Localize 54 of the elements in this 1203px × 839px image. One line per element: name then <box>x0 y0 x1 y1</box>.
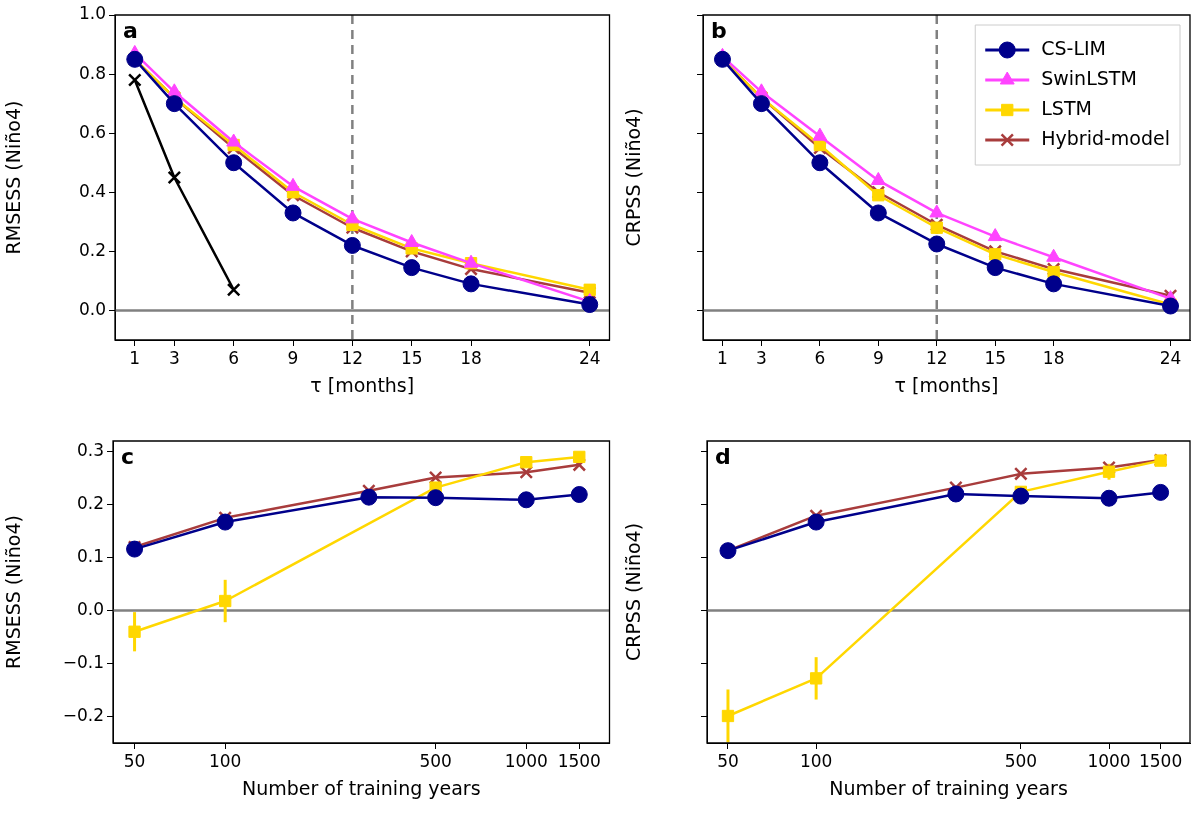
x-tick-label: 1000 <box>504 750 548 771</box>
x-tick-label: 12 <box>925 347 948 368</box>
y-tick-label: 0.2 <box>78 239 106 260</box>
y-tick-label: −0.1 <box>62 651 104 672</box>
x-tick-label: 100 <box>799 750 833 771</box>
y-tick-label: 0.1 <box>76 545 104 566</box>
y-tick-label: 0.8 <box>78 62 106 83</box>
y-tick-label: 0.0 <box>76 598 104 619</box>
y-tick-label: −0.2 <box>62 704 104 725</box>
y-tick-label: 0.2 <box>76 493 104 513</box>
legend-label: SwinLSTM <box>1041 66 1137 89</box>
legend-label: LSTM <box>1041 96 1092 119</box>
y-axis-title: RMSESS (Niño4) <box>2 100 25 255</box>
y-tick-label: 1.0 <box>78 3 106 24</box>
annotation: c <box>121 443 135 469</box>
x-axis-title: τ [months] <box>894 373 999 396</box>
x-tick-label: 18 <box>460 347 482 368</box>
annotation: b <box>711 17 727 43</box>
y-tick-label: 0.3 <box>76 440 104 461</box>
x-tick-label: 50 <box>717 750 739 771</box>
x-tick-label: 1500 <box>557 750 601 771</box>
x-tick-label: 6 <box>814 347 826 368</box>
y-tick-label: 0.0 <box>78 298 106 319</box>
x-tick-label: 12 <box>341 347 364 368</box>
x-tick-label: 1500 <box>1138 750 1183 771</box>
y-axis-title: CRPSS (Niño4) <box>622 522 645 662</box>
x-tick-label: 50 <box>123 750 146 771</box>
x-tick-label: 500 <box>419 750 452 771</box>
x-tick-label: 24 <box>1159 347 1182 368</box>
y-axis-title: CRPSS (Niño4) <box>622 108 645 247</box>
x-tick-label: 1 <box>129 347 141 368</box>
x-axis-title: τ [months] <box>310 373 415 396</box>
x-tick-label: 6 <box>228 347 240 368</box>
y-axis-title: RMSESS (Niño4) <box>2 515 25 669</box>
x-tick-label: 3 <box>756 347 767 368</box>
x-tick-label: 15 <box>984 347 1007 368</box>
x-tick-label: 9 <box>287 347 299 368</box>
x-tick-label: 18 <box>1042 347 1065 368</box>
x-tick-label: 1 <box>717 347 728 368</box>
y-tick-label: 0.6 <box>78 121 106 142</box>
x-tick-label: 1000 <box>1087 750 1131 771</box>
legend-label: Hybrid-model <box>1041 126 1171 149</box>
x-tick-label: 500 <box>1004 750 1038 771</box>
x-tick-label: 100 <box>208 750 242 771</box>
x-axis-title: Number of training years <box>829 776 1068 799</box>
x-tick-label: 15 <box>400 347 423 368</box>
legend-label: CS-LIM <box>1041 36 1107 59</box>
x-tick-label: 9 <box>872 347 884 368</box>
x-tick-label: 24 <box>578 347 601 368</box>
x-tick-label: 3 <box>168 347 180 368</box>
y-tick-label: 0.4 <box>78 180 106 201</box>
annotation: d <box>715 443 731 469</box>
annotation: a <box>123 17 138 43</box>
x-axis-title: Number of training years <box>241 776 481 799</box>
